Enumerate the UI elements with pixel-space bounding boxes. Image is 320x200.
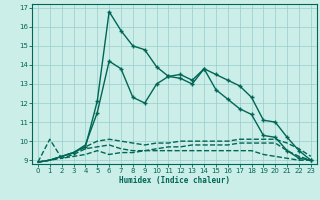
- X-axis label: Humidex (Indice chaleur): Humidex (Indice chaleur): [119, 176, 230, 185]
